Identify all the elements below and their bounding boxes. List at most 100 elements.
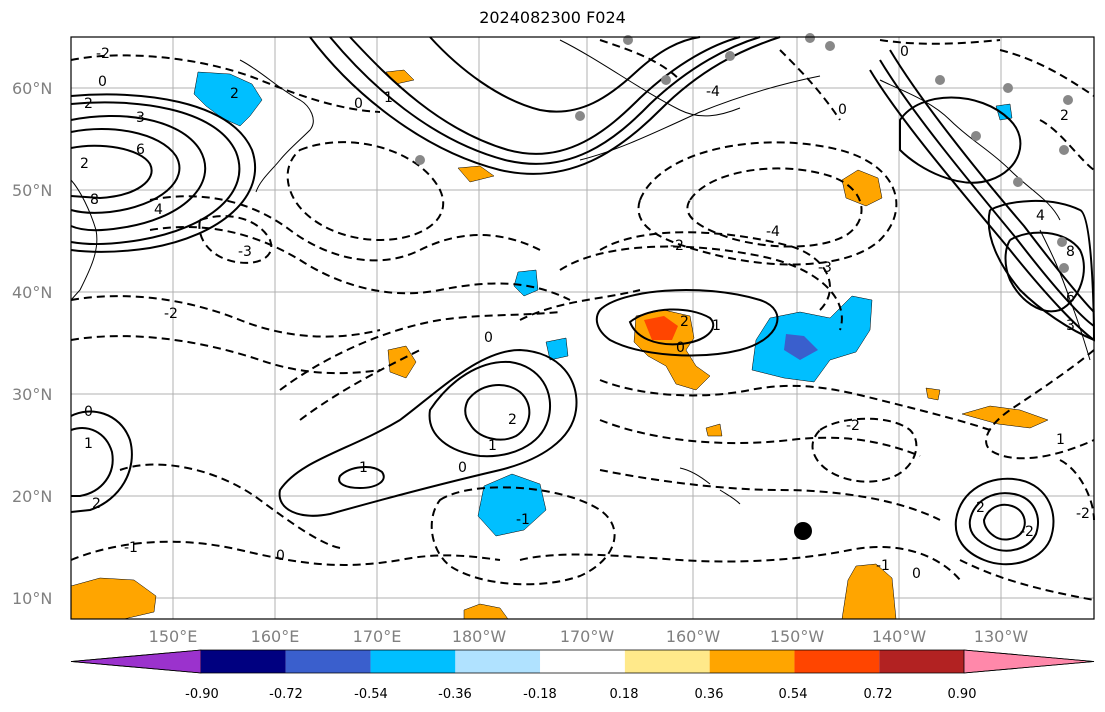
colorbar-segments xyxy=(70,649,1095,674)
shade-cyan-ne xyxy=(995,103,1013,121)
colorbar-segment xyxy=(285,650,371,673)
contour-label: 0 xyxy=(276,548,285,564)
contour-dashed-19 xyxy=(70,540,501,566)
contour-label: -2 xyxy=(1076,506,1090,522)
contour-solid-n-low-1 xyxy=(309,36,781,175)
lon-label-180w: 180°W xyxy=(452,627,507,646)
lon-label-170w: 170°W xyxy=(560,627,615,646)
shade-orange-s3 xyxy=(705,423,723,437)
colorbar-tick-label: -0.90 xyxy=(185,687,219,702)
colorbar-tick-labels: -0.90 -0.72 -0.54 -0.36 -0.18 0.18 0.36 … xyxy=(185,687,976,702)
lon-label-160w: 160°W xyxy=(666,627,721,646)
contour-dashed-6 xyxy=(198,215,273,264)
contour-label: 0 xyxy=(676,340,685,356)
contour-label: 2 xyxy=(92,496,101,512)
colorbar-extend-low xyxy=(70,649,202,674)
map-panel: -2 0 2 3 2 6 8 4 2 0 -3 -2 1 0 -2 -4 -3 … xyxy=(70,33,1096,620)
contour-solid-se-high-1 xyxy=(954,477,1055,566)
contour-dashed-28 xyxy=(879,39,1001,45)
contour-label: 1 xyxy=(488,438,497,454)
colorbar-segment xyxy=(709,650,795,673)
dashed-contours xyxy=(70,39,1095,601)
contour-solid-nw-high-1 xyxy=(70,115,207,232)
contour-label: -3 xyxy=(238,244,252,260)
map-title: 2024082300 F024 xyxy=(479,8,626,27)
coast-kamchatka xyxy=(239,59,314,193)
contour-label: 2 xyxy=(80,156,89,172)
contour-solid-se-high-2 xyxy=(968,492,1039,552)
station-dot-black xyxy=(794,522,812,540)
lat-label-30n: 30°N xyxy=(12,385,52,404)
shade-cyan-kamchatka xyxy=(193,71,263,127)
contour-dashed-15 xyxy=(599,379,991,431)
contour-label: 8 xyxy=(90,192,99,208)
contour-dashed-4 xyxy=(70,295,381,338)
contour-dashed-5 xyxy=(70,335,381,375)
contour-solid-ridge-2 xyxy=(428,360,551,458)
colorbar-tick-label: -0.36 xyxy=(438,687,472,702)
contour-solid-low-center-2 xyxy=(628,308,715,346)
contour-label: -2 xyxy=(1020,524,1034,540)
contour-label: 2 xyxy=(680,314,689,330)
contour-label: -3 xyxy=(818,260,832,276)
contour-label: 0 xyxy=(912,566,921,582)
contour-dashed-20 xyxy=(430,486,616,586)
contour-label: 4 xyxy=(154,202,163,218)
contour-dashed-14 xyxy=(299,349,421,421)
coastlines xyxy=(70,39,1091,505)
contour-solid-nw-high-5 xyxy=(70,101,241,245)
contour-dashed-29 xyxy=(1039,119,1095,171)
contour-solid-nw-high-3 xyxy=(70,144,153,200)
station-dot-gray xyxy=(1059,263,1069,273)
contour-label: -2 xyxy=(164,306,178,322)
station-dot-gray xyxy=(661,75,671,85)
lon-label-150w: 150°W xyxy=(770,627,825,646)
colorbar-tick-label: 0.54 xyxy=(779,687,808,702)
station-dot-gray xyxy=(935,75,945,85)
shade-orange-small xyxy=(387,345,417,379)
contour-solid-nw-high-4 xyxy=(70,93,257,253)
contour-solid-se-high-3 xyxy=(982,503,1026,541)
contour-dashed-21 xyxy=(519,546,961,581)
coast-na-west xyxy=(879,79,1061,221)
colorbar-segment xyxy=(879,650,964,673)
contour-dashed-10 xyxy=(599,231,831,311)
lon-label-140w: 140°W xyxy=(872,627,927,646)
contour-label: 2 xyxy=(230,86,239,102)
contour-dashed-11 xyxy=(559,245,843,331)
contour-label: -2 xyxy=(846,418,860,434)
shade-orange-eastpac xyxy=(841,169,883,207)
lat-label-50n: 50°N xyxy=(12,181,52,200)
contour-label: 1 xyxy=(1056,432,1065,448)
station-dot-gray xyxy=(415,155,425,165)
contour-solid-n-low-4 xyxy=(429,36,701,113)
longitude-labels: 150°E 160°E 170°E 180°W 170°W 160°W 150°… xyxy=(149,627,1029,646)
contour-dashed-2 xyxy=(149,195,541,262)
station-dot-gray xyxy=(805,33,815,43)
colorbar-tick-label: 0.36 xyxy=(695,687,724,702)
contour-label: -1 xyxy=(124,540,138,556)
contour-label: -1 xyxy=(876,558,890,574)
contour-label: -2 xyxy=(670,238,684,254)
map-frame xyxy=(70,36,1095,620)
contour-dashed-3 xyxy=(149,226,571,301)
station-dot-gray xyxy=(1057,237,1067,247)
shade-cyan-small2 xyxy=(545,337,569,361)
contour-solid-w-2 xyxy=(70,427,114,497)
station-dot-gray xyxy=(971,131,981,141)
lat-label-60n: 60°N xyxy=(12,79,52,98)
colorbar-outline xyxy=(70,649,1095,674)
contour-label: 6 xyxy=(1066,290,1075,306)
contour-label: 3 xyxy=(136,110,145,126)
colorbar-tick-label: 0.18 xyxy=(610,687,639,702)
contour-dashed-27 xyxy=(999,49,1095,97)
colorbar: -0.90 -0.72 -0.54 -0.36 -0.18 0.18 0.36 … xyxy=(70,649,1095,702)
contour-label: 2 xyxy=(1060,108,1069,124)
colorbar-tick-label: -0.72 xyxy=(269,687,303,702)
station-dot-gray xyxy=(1063,95,1073,105)
coast-hawaii xyxy=(679,467,741,505)
coast-alaska-pan xyxy=(579,75,821,161)
colorbar-segment xyxy=(201,650,286,673)
lon-label-170e: 170°E xyxy=(353,627,402,646)
contour-label: 4 xyxy=(1036,208,1045,224)
